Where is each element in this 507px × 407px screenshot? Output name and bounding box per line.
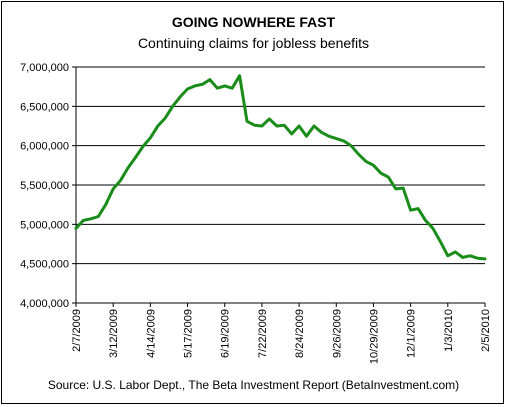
y-tick-label: 7,000,000 [20, 62, 69, 74]
y-tick-labels: 4,000,000 4,500,000 5,000,000 5,500,000 6,00… [20, 62, 69, 310]
x-tick-label: 4/14/2009 [145, 309, 157, 358]
x-tick-label: 12/1/2009 [406, 309, 418, 358]
y-tick-label: 4,500,000 [20, 259, 69, 271]
x-tick-label: 3/12/2009 [108, 309, 120, 358]
x-tick-label: 10/29/2009 [368, 309, 380, 364]
y-tick-label: 5,500,000 [20, 180, 69, 192]
gridlines [76, 66, 485, 265]
y-tick-label: 4,000,000 [20, 298, 69, 310]
y-tick-label: 6,000,000 [20, 141, 69, 153]
axes [72, 66, 486, 307]
x-tick-label: 2/5/2010 [480, 309, 492, 352]
x-tick-labels: 2/7/2009 3/12/2009 4/14/2009 5/17/2009 6/19/… [71, 309, 492, 364]
series-line [74, 74, 487, 261]
x-tick-label: 7/22/2009 [257, 309, 269, 358]
x-tick-label: 1/3/2010 [443, 309, 455, 352]
series-group [74, 74, 487, 261]
chart-source: Source: U.S. Labor Dept., The Beta Inves… [47, 378, 460, 392]
x-tick-label: 8/24/2009 [294, 309, 306, 358]
chart-title: GOING NOWHERE FAST [171, 14, 336, 30]
y-tick-label: 6,500,000 [20, 101, 69, 113]
chart-subtitle: Continuing claims for jobless benefits [137, 35, 370, 51]
x-tick-label: 2/7/2009 [71, 309, 83, 352]
x-tick-label: 5/17/2009 [183, 309, 195, 358]
y-tick-label: 5,000,000 [20, 219, 69, 231]
x-tick-label: 6/19/2009 [220, 309, 232, 358]
x-tick-label: 9/26/2009 [331, 309, 343, 358]
